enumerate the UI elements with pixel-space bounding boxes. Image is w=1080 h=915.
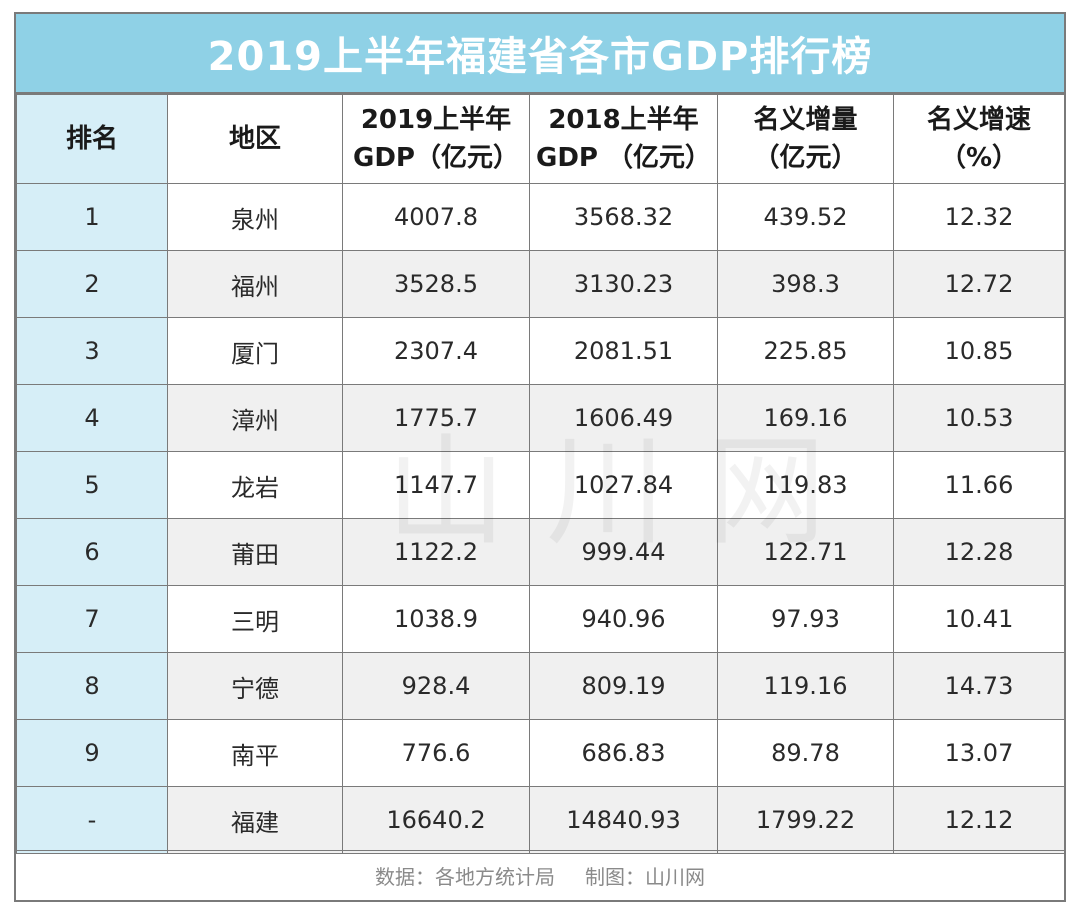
gdp-2019-cell: 1122.2 [342,518,530,586]
gdp-2018-cell: 809.19 [529,652,718,720]
gdp-2018-cell: 999.44 [529,518,718,586]
rate-cell: 11.66 [893,451,1065,519]
rate-cell: 13.07 [893,719,1065,787]
rank-cell: 1 [16,183,168,251]
increase-cell: 119.16 [717,652,894,720]
gdp-2018-cell: 1606.49 [529,384,718,452]
gdp-2019-cell: 776.6 [342,719,530,787]
table-title: 2019上半年福建省各市GDP排行榜 [16,14,1064,94]
increase-cell: 119.83 [717,451,894,519]
region-cell: 龙岩 [167,451,343,519]
region-cell: 厦门 [167,317,343,385]
gdp-2018-cell: 686.83 [529,719,718,787]
rate-cell: 12.12 [893,786,1065,854]
increase-cell: 1799.22 [717,786,894,854]
increase-cell: 122.71 [717,518,894,586]
table-row: 7 三明 1038.9 940.96 97.93 10.41 [16,585,1065,653]
increase-cell: 398.3 [717,250,894,318]
table-row: 4 漳州 1775.7 1606.49 169.16 10.53 [16,384,1065,452]
header-gdp-2018-line2: GDP （亿元） [535,143,712,173]
footer-credit: 制图：山川网 [585,865,705,889]
region-cell: 三明 [167,585,343,653]
rate-cell: 12.28 [893,518,1065,586]
rank-cell: 4 [16,384,168,452]
table-row: 8 宁德 928.4 809.19 119.16 14.73 [16,652,1065,720]
footer-source: 数据：各地方统计局 [375,865,555,889]
header-gdp-2019-line1: 2019上半年 [360,105,512,135]
table-row: 6 莆田 1122.2 999.44 122.71 12.28 [16,518,1065,586]
footer: 数据：各地方统计局 制图：山川网 [16,850,1064,900]
rank-cell: 6 [16,518,168,586]
region-cell: 福建 [167,786,343,854]
region-cell: 福州 [167,250,343,318]
table-row: 1 泉州 4007.8 3568.32 439.52 12.32 [16,183,1065,251]
header-gdp-2019: 2019上半年 GDP（亿元） [342,94,530,184]
gdp-2018-cell: 3568.32 [529,183,718,251]
gdp-ranking-table-card: 2019上半年福建省各市GDP排行榜 排名 地区 2019上半年 GDP（亿元）… [14,12,1066,902]
gdp-2019-cell: 16640.2 [342,786,530,854]
region-cell: 宁德 [167,652,343,720]
gdp-table: 排名 地区 2019上半年 GDP（亿元） 2018上半年 GDP （亿元） 名… [16,94,1065,854]
increase-cell: 169.16 [717,384,894,452]
gdp-2018-cell: 3130.23 [529,250,718,318]
rank-cell: 7 [16,585,168,653]
header-increase-line2: （亿元） [753,143,858,173]
header-increase: 名义增量 （亿元） [717,94,894,184]
header-gdp-2018: 2018上半年 GDP （亿元） [529,94,718,184]
gdp-2019-cell: 928.4 [342,652,530,720]
gdp-2018-cell: 1027.84 [529,451,718,519]
rank-cell: 5 [16,451,168,519]
gdp-2019-cell: 1775.7 [342,384,530,452]
table-row-total: - 福建 16640.2 14840.93 1799.22 12.12 [16,786,1065,854]
header-region: 地区 [167,94,343,184]
header-increase-line1: 名义增量 [753,105,858,135]
rank-cell: 8 [16,652,168,720]
region-cell: 漳州 [167,384,343,452]
increase-cell: 439.52 [717,183,894,251]
header-row: 排名 地区 2019上半年 GDP（亿元） 2018上半年 GDP （亿元） 名… [16,94,1065,184]
table-row: 3 厦门 2307.4 2081.51 225.85 10.85 [16,317,1065,385]
increase-cell: 89.78 [717,719,894,787]
header-gdp-2019-line2: GDP（亿元） [353,143,519,173]
table-row: 2 福州 3528.5 3130.23 398.3 12.72 [16,250,1065,318]
gdp-2018-cell: 940.96 [529,585,718,653]
gdp-2018-cell: 14840.93 [529,786,718,854]
header-rate: 名义增速 （%） [893,94,1065,184]
rank-cell: - [16,786,168,854]
gdp-2018-cell: 2081.51 [529,317,718,385]
header-rank: 排名 [16,94,168,184]
header-rate-line2: （%） [939,143,1019,173]
table-row: 9 南平 776.6 686.83 89.78 13.07 [16,719,1065,787]
gdp-2019-cell: 4007.8 [342,183,530,251]
increase-cell: 225.85 [717,317,894,385]
gdp-2019-cell: 1038.9 [342,585,530,653]
rate-cell: 12.72 [893,250,1065,318]
rank-cell: 2 [16,250,168,318]
rate-cell: 10.53 [893,384,1065,452]
gdp-2019-cell: 2307.4 [342,317,530,385]
gdp-2019-cell: 3528.5 [342,250,530,318]
rank-cell: 9 [16,719,168,787]
header-rate-line1: 名义增速 [926,105,1031,135]
rate-cell: 12.32 [893,183,1065,251]
table-row: 5 龙岩 1147.7 1027.84 119.83 11.66 [16,451,1065,519]
region-cell: 泉州 [167,183,343,251]
rate-cell: 10.41 [893,585,1065,653]
region-cell: 莆田 [167,518,343,586]
increase-cell: 97.93 [717,585,894,653]
header-gdp-2018-line1: 2018上半年 [548,105,699,135]
rank-cell: 3 [16,317,168,385]
rate-cell: 14.73 [893,652,1065,720]
gdp-2019-cell: 1147.7 [342,451,530,519]
region-cell: 南平 [167,719,343,787]
rate-cell: 10.85 [893,317,1065,385]
